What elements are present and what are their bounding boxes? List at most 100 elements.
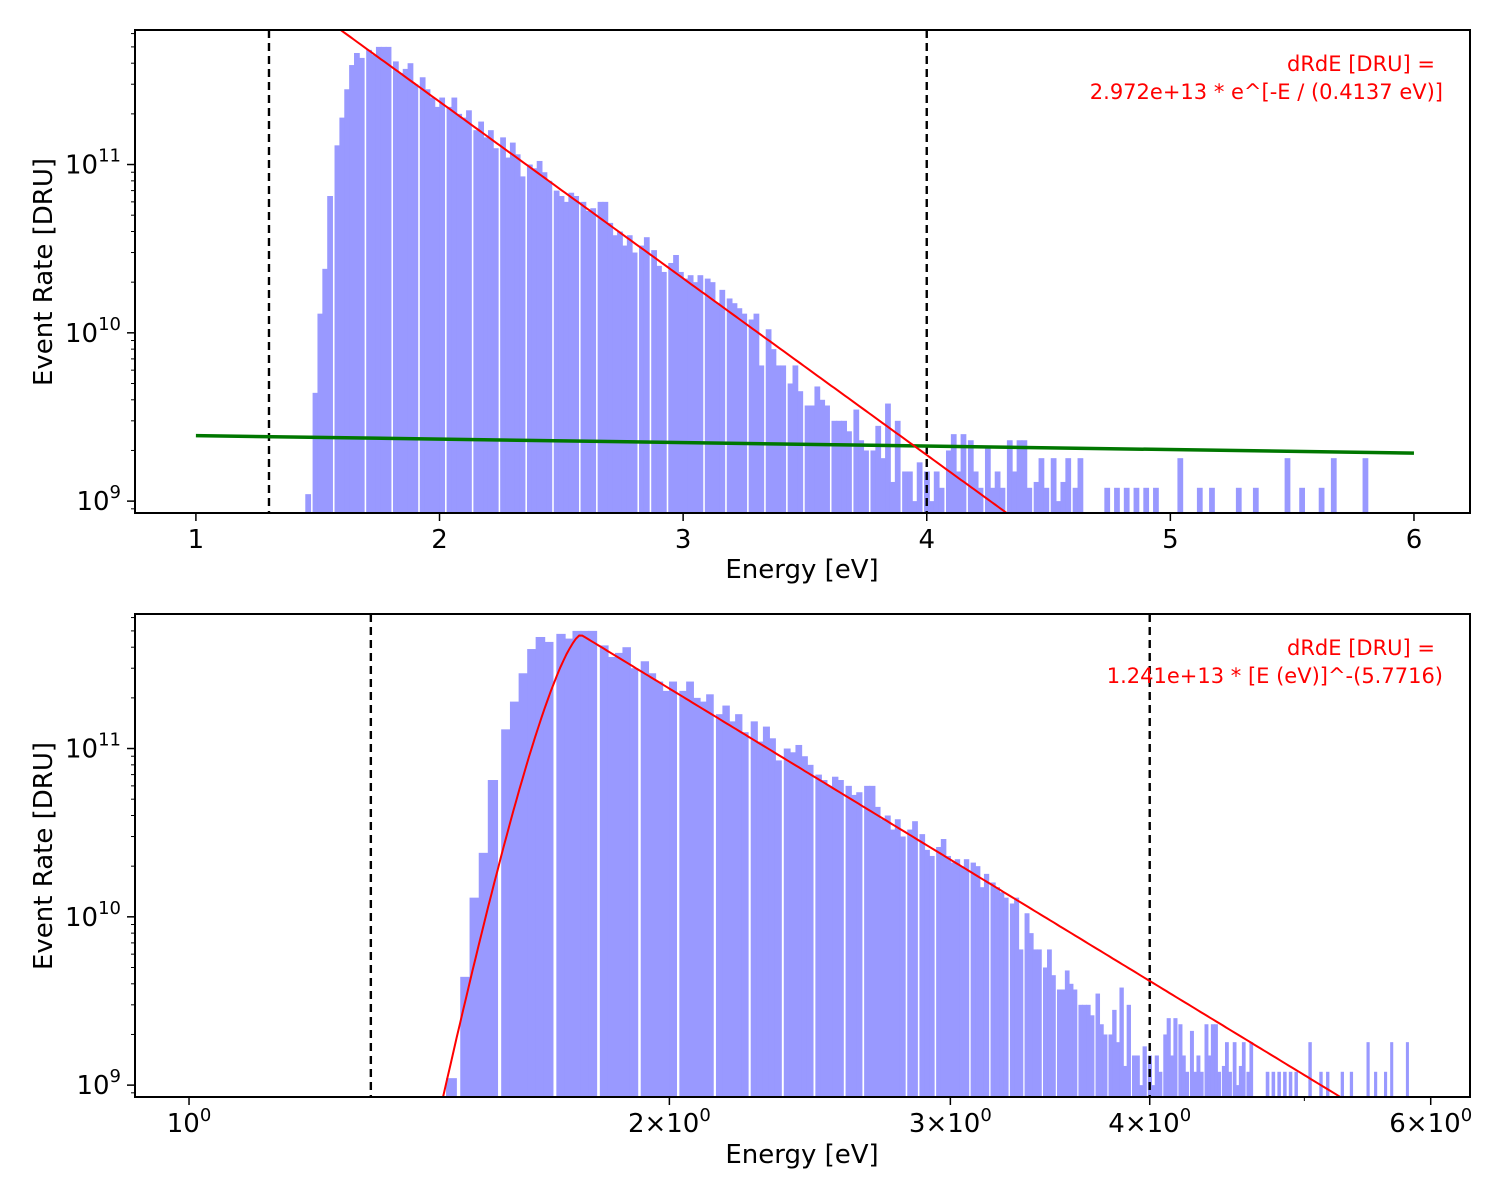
- chart-panel-linear-x: 1 2 3 4 5 6 109 1010 1011 Energy [eV] Event Rat…: [29, 29, 1471, 585]
- histogram-bar: [1032, 949, 1038, 1097]
- histogram-bar: [656, 265, 662, 513]
- histogram-bar: [1072, 989, 1078, 1097]
- x-axis-ticks: 1 2 3 4 5 6: [188, 513, 1422, 555]
- histogram-bar: [795, 744, 803, 1097]
- histogram-bar: [385, 46, 392, 513]
- histogram-bar: [768, 738, 776, 1097]
- histogram-bar: [984, 446, 991, 513]
- histogram-bar: [820, 780, 828, 1097]
- histogram-bar: [770, 349, 777, 513]
- histogram-bar: [1089, 1015, 1095, 1097]
- histogram-bar: [1050, 458, 1057, 513]
- histogram-bar: [446, 1078, 457, 1097]
- histogram-bar: [1064, 970, 1070, 1097]
- histogram-bar: [643, 237, 650, 513]
- histogram-bar: [728, 721, 737, 1097]
- x-tick-label: 4: [918, 525, 935, 555]
- histogram-bar: [1126, 1004, 1131, 1097]
- histogram-bar: [439, 97, 446, 513]
- histogram-bar: [714, 303, 721, 513]
- histogram-bar: [846, 431, 852, 513]
- histogram-bar: [1018, 949, 1024, 1097]
- histogram-bar: [864, 785, 871, 1097]
- histogram-bar: [970, 862, 976, 1097]
- histogram-bar: [1209, 487, 1215, 513]
- y-tick-label: 1010: [65, 314, 121, 349]
- histogram-bar: [424, 89, 431, 513]
- histogram-bar: [1330, 458, 1337, 513]
- histogram-bar: [1235, 1085, 1240, 1097]
- x-tick-label: 6×100: [1389, 1105, 1472, 1139]
- histogram-bar: [1193, 1071, 1198, 1097]
- histogram-bar: [1299, 487, 1305, 513]
- histogram-bar: [461, 117, 467, 513]
- histogram-bar: [412, 84, 419, 513]
- histogram-bar: [483, 137, 489, 513]
- histogram-bar: [617, 231, 623, 513]
- histogram-bar: [722, 705, 730, 1097]
- histogram-bar: [1060, 481, 1067, 513]
- histogram-bar: [709, 282, 716, 513]
- histogram-bar: [1196, 1055, 1201, 1097]
- histogram-bar: [1143, 487, 1150, 513]
- histogram-bar: [933, 471, 940, 513]
- histogram-bar: [487, 130, 494, 513]
- histogram-bar: [1003, 897, 1009, 1097]
- histogram-bar: [1366, 1042, 1370, 1097]
- histogram-bar: [907, 471, 913, 513]
- histogram-bar: [704, 278, 711, 513]
- histogram-bar: [358, 57, 365, 513]
- histogram-bar: [748, 319, 755, 513]
- histogram-bar: [392, 61, 399, 513]
- histogram-bar: [612, 235, 618, 513]
- y-tick-label: 1011: [65, 146, 121, 181]
- histogram-bar: [682, 278, 689, 513]
- histogram-bar: [719, 289, 726, 513]
- histogram-bar: [792, 365, 799, 513]
- histogram-bar: [446, 106, 453, 513]
- histogram-bar: [967, 440, 974, 513]
- histogram-bar: [647, 673, 657, 1097]
- histogram-bar: [568, 192, 575, 513]
- histogram-bar: [1374, 1071, 1378, 1097]
- histogram-bar: [1072, 487, 1079, 513]
- plot-frame: [134, 29, 1471, 514]
- power-law-fit-line: [442, 634, 1343, 1097]
- fit-annotation-line-1: dRdE [DRU] =: [1287, 52, 1435, 76]
- histogram-bar: [1123, 1065, 1128, 1097]
- histogram-bar: [492, 148, 499, 513]
- histogram-bar: [327, 196, 333, 513]
- histogram-bar: [789, 752, 797, 1097]
- histogram-bar: [375, 46, 382, 513]
- histogram-bar: [312, 392, 319, 513]
- histogram-bar: [1241, 1042, 1246, 1097]
- histogram-bar: [553, 190, 560, 513]
- histogram-bar: [819, 399, 826, 513]
- histogram-bar: [1108, 1034, 1113, 1097]
- histogram-bar: [631, 252, 638, 513]
- y-tick-label: 109: [76, 1066, 121, 1101]
- x-tick-label: 100: [167, 1105, 212, 1139]
- histogram-bar: [928, 501, 935, 513]
- histogram-bar: [607, 222, 614, 513]
- histogram-bar: [687, 275, 694, 513]
- histogram-bar: [1026, 487, 1033, 513]
- histogram-bar: [1036, 949, 1042, 1097]
- histogram-bar: [863, 450, 869, 513]
- histogram-bar: [556, 633, 566, 1097]
- histogram-bar: [535, 636, 546, 1097]
- histogram-bar: [989, 487, 996, 513]
- histogram-bar: [762, 726, 770, 1097]
- histogram-bar: [1207, 1055, 1212, 1097]
- histogram-bar: [836, 420, 843, 513]
- histogram-bar: [527, 649, 537, 1097]
- histogram-bar: [894, 819, 901, 1097]
- histogram-bar: [563, 201, 570, 513]
- histogram-bar: [573, 196, 580, 513]
- histogram-bar: [753, 313, 760, 513]
- histogram-bar: [1119, 987, 1124, 1097]
- histogram-bar: [407, 63, 414, 513]
- histogram-bar: [999, 487, 1006, 513]
- histogram-bar: [853, 409, 860, 513]
- histogram-bar: [1238, 1065, 1243, 1097]
